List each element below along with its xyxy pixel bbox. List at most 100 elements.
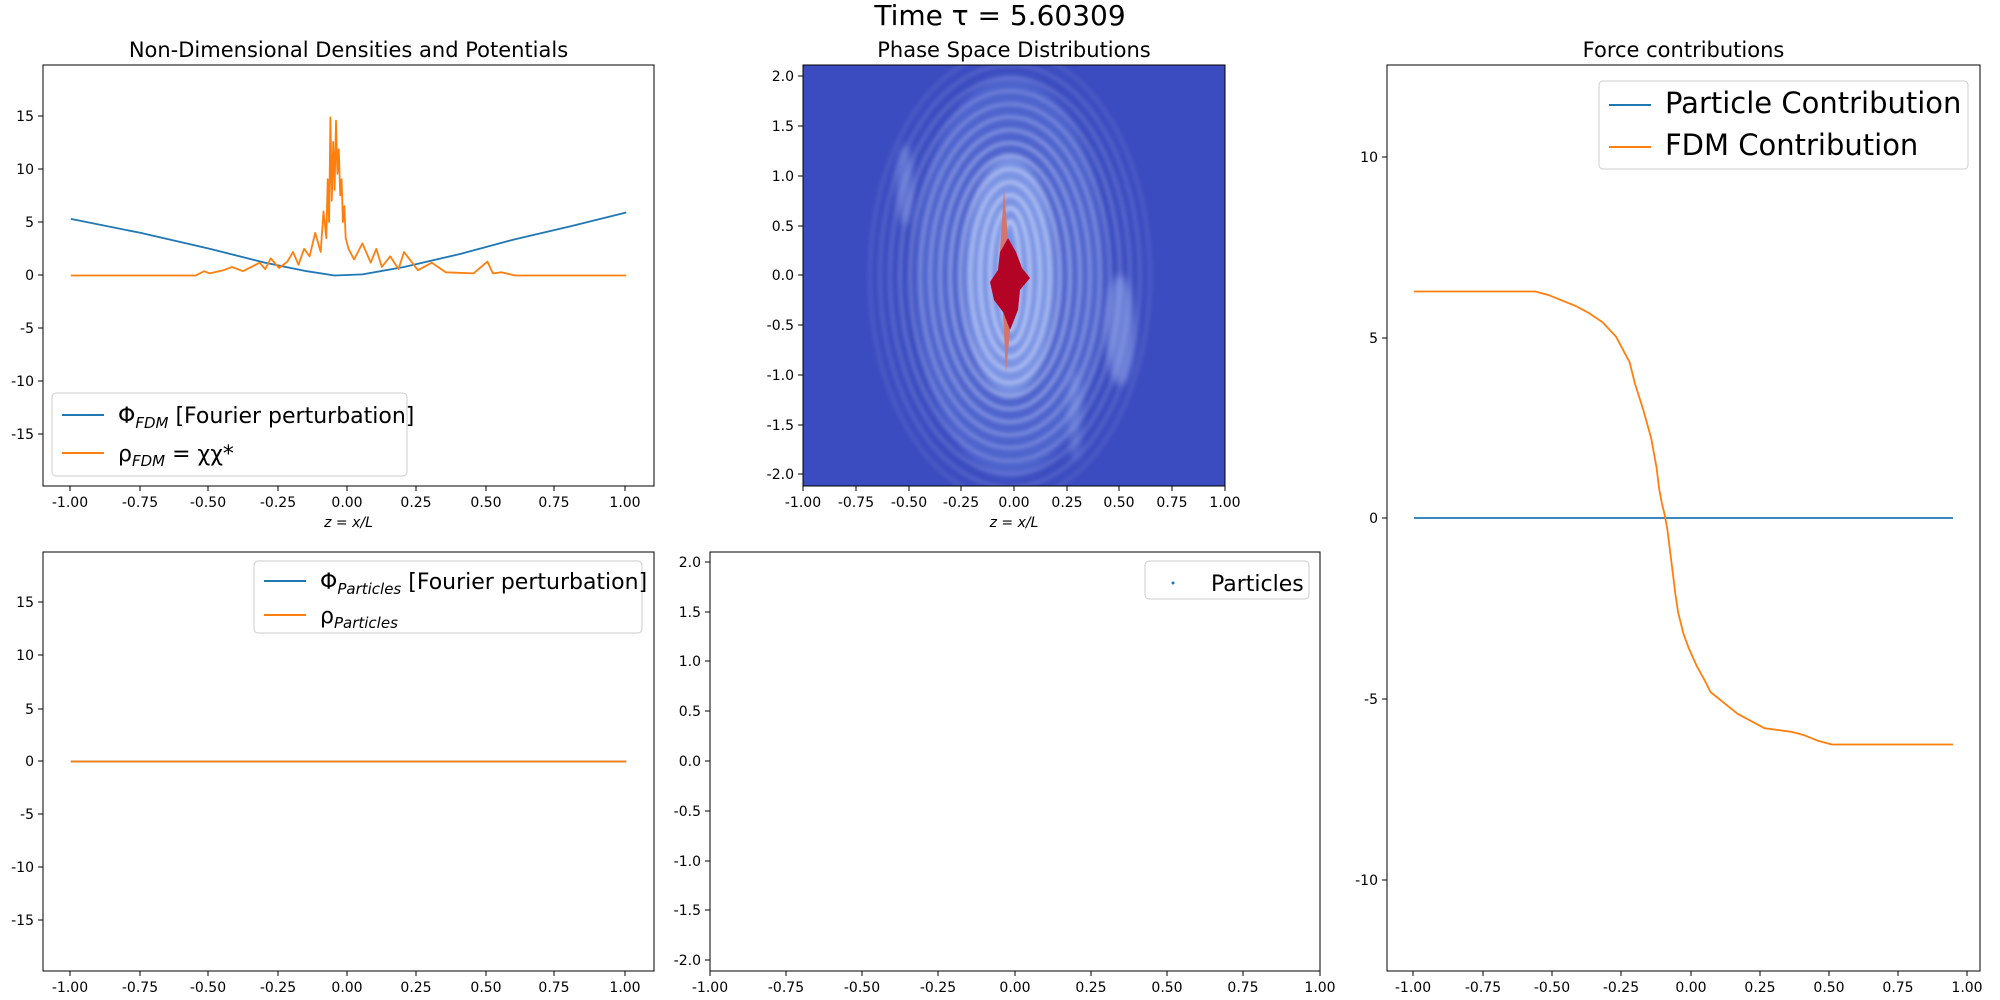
densities-xtick-label: -0.75 bbox=[122, 495, 158, 511]
phase-xtick-label: -1.00 bbox=[785, 495, 821, 511]
densities-legend-label: ΦFDM [Fourier perturbation] bbox=[118, 404, 414, 432]
particles-phase-ytick-label: 2.0 bbox=[679, 555, 701, 571]
phase-xtick-label: 0.50 bbox=[1103, 495, 1134, 511]
forces-title: Force contributions bbox=[1583, 38, 1785, 62]
phase-core bbox=[990, 238, 1030, 330]
densities-xtick-label: 0.00 bbox=[331, 495, 362, 511]
densities-panel: Non-Dimensional Densities and Potentials… bbox=[11, 38, 655, 531]
particles-phase-xtick-label: 0.25 bbox=[1075, 980, 1106, 996]
particles-phase-ytick-label: -0.5 bbox=[674, 804, 701, 820]
particles-density-xtick-label: -0.50 bbox=[190, 980, 226, 996]
phase-fringe bbox=[938, 141, 1082, 411]
forces-legend-label: Particle Contribution bbox=[1665, 86, 1961, 120]
particles-phase-ytick-label: -1.0 bbox=[674, 854, 701, 870]
phase-heatmap bbox=[868, 65, 1152, 486]
phase-core-tail bbox=[1003, 312, 1010, 372]
rho-fdm-line bbox=[70, 116, 627, 277]
particles-density-ytick-label: 10 bbox=[16, 648, 34, 664]
particles-phase-ytick-label: 0.0 bbox=[679, 754, 701, 770]
particles-density-xtick-label: -1.00 bbox=[52, 980, 88, 996]
densities-xtick-label: -0.25 bbox=[260, 495, 296, 511]
phase-fringe bbox=[958, 167, 1062, 385]
forces-ytick-label: 10 bbox=[1360, 150, 1378, 166]
particles-density-xtick-label: 1.00 bbox=[609, 980, 640, 996]
forces-legend-label: FDM Contribution bbox=[1665, 128, 1918, 162]
densities-ytick-label: 0 bbox=[25, 268, 34, 284]
phase-side-lobe bbox=[1069, 370, 1081, 460]
phase-ytick-label: 0.5 bbox=[772, 219, 794, 235]
densities-xtick-label: -0.50 bbox=[190, 495, 226, 511]
phase-fringe bbox=[928, 128, 1092, 424]
phase-xtick-label: 0.25 bbox=[1051, 495, 1082, 511]
densities-ytick-label: 5 bbox=[25, 215, 34, 231]
densities-legend-label: ρFDM = χχ* bbox=[118, 442, 234, 470]
densities-xtick-label: 1.00 bbox=[609, 495, 640, 511]
particles-density-xtick-label: 0.25 bbox=[400, 980, 431, 996]
phase-fringe bbox=[948, 154, 1072, 398]
phase-fringe bbox=[978, 193, 1042, 359]
forces-xtick-label: 0.75 bbox=[1882, 980, 1913, 996]
phase-fringe bbox=[918, 115, 1102, 437]
densities-ytick-label: -5 bbox=[20, 321, 34, 337]
forces-xtick-label: -0.75 bbox=[1465, 980, 1501, 996]
phase-ytick-label: 1.0 bbox=[772, 169, 794, 185]
densities-xlabel: z = x/L bbox=[323, 515, 373, 531]
phase-xtick-label: -0.25 bbox=[943, 495, 979, 511]
phase-fringe bbox=[878, 65, 1142, 486]
particles-phase-xtick-label: 1.00 bbox=[1304, 980, 1335, 996]
densities-xtick-label: -1.00 bbox=[52, 495, 88, 511]
phase-space-panel: Phase Space Distributions-1.00 -0.75 -0.50… bbox=[767, 38, 1241, 531]
particles-phase-panel: -1.00 -0.75 -0.50 -0.25 0.00 0.25 0.50 0.75 1.00… bbox=[674, 551, 1336, 996]
phase-xtick-label: 0.00 bbox=[998, 495, 1029, 511]
densities-title: Non-Dimensional Densities and Potentials bbox=[129, 38, 568, 62]
phase-fringe bbox=[868, 65, 1152, 486]
phase-ytick-label: 0.0 bbox=[772, 268, 794, 284]
particles-phase-legend-label: Particles bbox=[1211, 572, 1304, 597]
particles-phase-xtick-label: 0.50 bbox=[1151, 980, 1182, 996]
forces-ytick-label: -10 bbox=[1355, 873, 1378, 889]
phase-fringes bbox=[868, 65, 1152, 486]
densities-ytick-label: 10 bbox=[16, 162, 34, 178]
particles-phase-xtick-label: 0.75 bbox=[1227, 980, 1258, 996]
particles-density-ytick-label: 0 bbox=[25, 754, 34, 770]
particles-phase-xtick-label: 0.00 bbox=[999, 980, 1030, 996]
densities-xtick-label: 0.75 bbox=[538, 495, 569, 511]
densities-xtick-label: 0.50 bbox=[470, 495, 501, 511]
particles-phase-xtick-label: -0.50 bbox=[844, 980, 880, 996]
phase-xtick-label: -0.50 bbox=[891, 495, 927, 511]
particles-density-xtick-label: 0.50 bbox=[470, 980, 501, 996]
particles-density-xtick-label: 0.00 bbox=[331, 980, 362, 996]
phase-ytick-label: 1.5 bbox=[772, 119, 794, 135]
forces-ytick-label: 0 bbox=[1369, 511, 1378, 527]
particles-density-ytick-label: 5 bbox=[25, 702, 34, 718]
particles-density-xtick-label: -0.75 bbox=[122, 980, 158, 996]
particles-phase-legend-box bbox=[1144, 560, 1310, 600]
densities-ytick-label: 15 bbox=[16, 109, 34, 125]
phase-fringe bbox=[908, 102, 1112, 450]
phase-core-tail bbox=[1000, 190, 1008, 252]
phase-ytick-label: -1.0 bbox=[767, 368, 794, 384]
forces-ytick-label: 5 bbox=[1369, 331, 1378, 347]
forces-xtick-label: 0.00 bbox=[1675, 980, 1706, 996]
phase-fringe bbox=[888, 76, 1132, 476]
forces-legend-box bbox=[1598, 80, 1969, 170]
particles-density-legend-label: ΦParticles [Fourier perturbation] bbox=[320, 570, 647, 598]
particles-phase-ytick-label: -1.5 bbox=[674, 903, 701, 919]
particles-phase-ytick-label: 1.0 bbox=[679, 654, 701, 670]
forces-xtick-label: -1.00 bbox=[1395, 980, 1431, 996]
phase-side-lobe bbox=[1106, 275, 1134, 385]
phase-fringe bbox=[988, 206, 1032, 346]
phase-ytick-label: -0.5 bbox=[767, 318, 794, 334]
particles-phase-ytick-label: -2.0 bbox=[674, 953, 701, 969]
particles-phase-legend-marker bbox=[1171, 581, 1175, 585]
particles-density-panel: -1.00 -0.75 -0.50 -0.25 0.00 0.25 0.50 0.75 1.00… bbox=[11, 551, 655, 996]
phi-fdm-line bbox=[70, 211, 627, 277]
phase-ytick-label: -1.5 bbox=[767, 418, 794, 434]
forces-xtick-label: -0.50 bbox=[1534, 980, 1570, 996]
forces-ytick-label: -5 bbox=[1364, 692, 1378, 708]
forces-panel: Force contributions -1.00 -0.75 -0.50 -0.25 0… bbox=[1355, 38, 1982, 996]
densities-xtick-label: 0.25 bbox=[400, 495, 431, 511]
figure-title: Time τ = 5.60309 bbox=[873, 0, 1125, 32]
phase-xtick-label: 1.00 bbox=[1209, 495, 1240, 511]
